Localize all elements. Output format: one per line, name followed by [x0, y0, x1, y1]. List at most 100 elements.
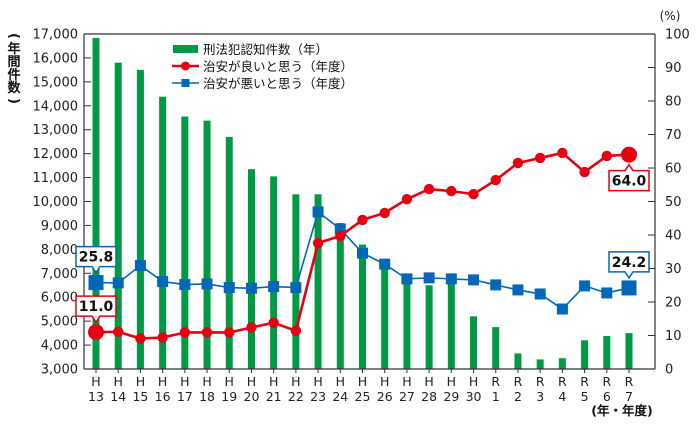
- left-tick-label: 5,000: [41, 315, 78, 330]
- x-tick-number: 3: [536, 389, 544, 404]
- bar-series-crime-count: [92, 38, 633, 370]
- callout-label: 64.0: [612, 174, 647, 190]
- x-tick-number: 4: [558, 389, 566, 404]
- x-tick-era: H: [202, 374, 211, 389]
- marker-square: [357, 247, 368, 259]
- bar: [359, 244, 366, 369]
- marker-circle: [88, 324, 104, 341]
- left-axis-title-char: 間: [7, 55, 20, 70]
- marker-square: [601, 287, 613, 299]
- x-tick-era: H: [424, 374, 433, 389]
- marker-square: [223, 282, 235, 294]
- x-tick-number: 18: [199, 389, 215, 404]
- right-axis-title: (%): [660, 9, 681, 23]
- marker-square: [334, 223, 346, 235]
- x-tick-number: 14: [110, 389, 126, 404]
- bar: [225, 136, 233, 369]
- right-tick-label: 0: [665, 363, 673, 378]
- x-tick-era: R: [514, 374, 523, 389]
- left-tick-label: 17,000: [33, 28, 79, 43]
- bar: [292, 194, 300, 369]
- marker-circle: [379, 207, 390, 219]
- x-tick-era: H: [469, 374, 478, 389]
- x-tick-number: 30: [466, 389, 482, 404]
- x-axis: H13H14H15H16H17H18H19H20H21H22H23H24H25H…: [88, 369, 634, 404]
- marker-circle: [135, 333, 146, 344]
- marker-square: [312, 206, 324, 218]
- bar: [314, 194, 322, 369]
- x-tick-number: 5: [581, 389, 589, 404]
- left-tick-label: 6,000: [41, 291, 78, 306]
- x-tick-number: 15: [132, 389, 148, 404]
- x-tick-number: 22: [288, 389, 304, 404]
- marker-square: [468, 274, 480, 286]
- x-tick-era: H: [313, 374, 322, 389]
- callout-label: 25.8: [79, 250, 114, 266]
- marker-circle: [335, 230, 346, 242]
- marker-circle: [246, 322, 257, 333]
- x-tick-number: 29: [443, 389, 459, 404]
- bar: [403, 281, 411, 369]
- x-tick-number: 26: [377, 389, 393, 404]
- right-tick-label: 90: [665, 61, 682, 76]
- marker-square: [268, 281, 280, 293]
- marker-circle: [268, 317, 279, 328]
- legend-circle-icon: [181, 61, 190, 71]
- x-tick-number: 2: [514, 389, 522, 404]
- bar: [381, 264, 389, 369]
- x-tick-era: R: [536, 374, 545, 389]
- bar: [203, 120, 211, 369]
- x-tick-number: 24: [332, 389, 348, 404]
- marker-circle: [512, 157, 524, 169]
- x-tick-era: R: [491, 374, 500, 389]
- x-tick-era: R: [558, 374, 567, 389]
- marker-circle: [157, 332, 168, 343]
- x-tick-number: 6: [603, 389, 611, 404]
- marker-square: [534, 288, 546, 300]
- bar: [625, 333, 633, 369]
- x-tick-number: 20: [244, 389, 260, 404]
- x-tick-number: 13: [88, 389, 104, 404]
- x-tick-number: 7: [625, 389, 633, 404]
- bar: [92, 38, 100, 369]
- data-callouts: 25.8 11.0 64.0 24.2: [75, 163, 650, 324]
- x-tick-era: H: [336, 374, 345, 389]
- marker-circle: [224, 327, 235, 338]
- left-tick-label: 3,000: [41, 363, 78, 378]
- callout-label: 24.2: [612, 255, 647, 271]
- left-tick-label: 11,000: [33, 171, 79, 186]
- marker-circle: [490, 174, 501, 186]
- legend-label: 治安が悪いと思う（年度）: [203, 76, 353, 91]
- x-tick-era: H: [91, 374, 100, 389]
- x-tick-number: 1: [492, 389, 500, 404]
- bar: [270, 176, 278, 369]
- right-tick-label: 70: [665, 128, 682, 143]
- x-tick-era: H: [114, 374, 123, 389]
- x-tick-era: H: [358, 374, 367, 389]
- marker-square: [179, 279, 191, 291]
- bar: [247, 169, 255, 369]
- marker-circle: [446, 185, 457, 197]
- marker-circle: [113, 326, 124, 338]
- right-tick-label: 60: [665, 162, 682, 177]
- marker-square: [134, 259, 146, 271]
- marker-circle: [534, 152, 546, 164]
- left-tick-label: 12,000: [33, 147, 79, 162]
- marker-square: [201, 278, 213, 290]
- x-tick-number: 16: [155, 389, 171, 404]
- marker-circle: [468, 188, 479, 200]
- right-axis: 0 10 20 30 40 50 60 70 80 90 100: [648, 28, 690, 378]
- right-tick-label: 30: [665, 262, 682, 277]
- x-tick-number: 25: [355, 389, 371, 404]
- marker-circle: [579, 166, 590, 178]
- left-axis-title-char: 件: [7, 67, 20, 83]
- marker-square: [556, 303, 568, 315]
- bar: [114, 62, 122, 369]
- marker-square: [245, 282, 257, 294]
- marker-circle: [290, 325, 302, 337]
- bar: [514, 353, 522, 369]
- left-axis-title-char: 年: [7, 41, 20, 57]
- x-tick-era: H: [158, 374, 167, 389]
- right-tick-label: 40: [665, 229, 682, 244]
